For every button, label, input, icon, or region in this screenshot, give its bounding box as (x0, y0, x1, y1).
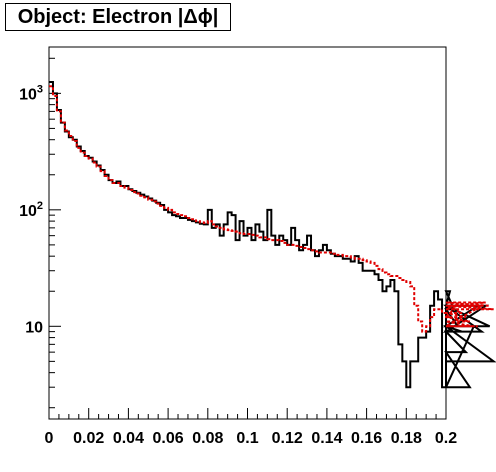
series-1-line (49, 85, 494, 333)
x-tick-label-1: 0.02 (73, 430, 104, 447)
x-tick-labels: 0 0.02 0.04 0.06 0.08 0.1 0.12 0.14 0.16 0.18 0.2 (45, 430, 458, 447)
x-tick-label-4: 0.08 (192, 430, 223, 447)
x-tick-label-3: 0.06 (153, 430, 184, 447)
x-tick-label-9: 0.18 (391, 430, 422, 447)
x-axis-ticks (48, 408, 447, 419)
series-layer (49, 81, 496, 389)
x-tick-label-6: 0.12 (272, 430, 303, 447)
y-tick-labels: 10 102 103 (19, 83, 43, 336)
chart-title: Object: Electron |Δϕ| (5, 3, 231, 31)
y-tick-label-1: 102 (19, 200, 43, 220)
y-minor-ticks (49, 57, 55, 409)
x-tick-label-8: 0.16 (351, 430, 382, 447)
y-tick-label-2: 103 (19, 83, 43, 103)
y-tick-label-0: 10 (25, 319, 43, 336)
x-tick-label-10: 0.2 (435, 430, 457, 447)
series-0-line (49, 81, 496, 389)
x-tick-label-0: 0 (45, 430, 54, 447)
x-tick-label-7: 0.14 (311, 430, 342, 447)
x-tick-label-5: 0.1 (236, 430, 258, 447)
x-tick-label-2: 0.04 (113, 430, 144, 447)
